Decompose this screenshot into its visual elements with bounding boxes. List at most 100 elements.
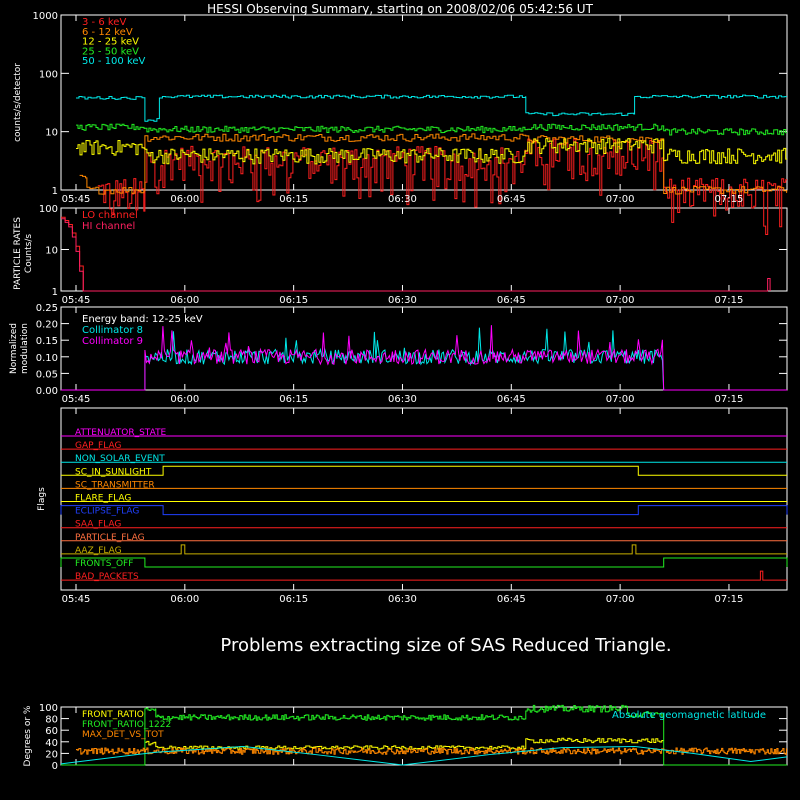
series-line xyxy=(76,123,787,136)
x-tick-label: 07:00 xyxy=(606,295,635,306)
series-line xyxy=(76,94,787,122)
x-tick-label: 06:00 xyxy=(170,594,199,605)
series-line xyxy=(61,327,787,391)
flag-line xyxy=(61,465,787,476)
y-tick-label: 60 xyxy=(45,726,58,737)
y-tick-label: 80 xyxy=(45,715,58,726)
x-tick-label: 07:15 xyxy=(715,194,744,205)
x-tick-label: 05:45 xyxy=(62,394,91,405)
panel-frame-5 xyxy=(60,706,788,766)
y-tick-label: 0.10 xyxy=(36,353,58,364)
panel-frame-2 xyxy=(60,207,788,292)
y-axis-label: Degrees or % xyxy=(23,705,33,766)
x-tick-label: 06:15 xyxy=(279,594,308,605)
y-tick-label: 1 xyxy=(52,287,58,298)
series-line xyxy=(61,704,787,766)
y-tick-label: 0.00 xyxy=(36,386,58,397)
panel-frame-4 xyxy=(60,407,788,591)
x-tick-label: 06:45 xyxy=(497,295,526,306)
y-axis-label: modulation xyxy=(20,323,30,374)
flag-label: GAP_FLAG xyxy=(75,441,121,451)
legend-entry: 6 - 12 keV xyxy=(82,27,133,38)
x-tick-label: 05:45 xyxy=(62,594,91,605)
y-tick-label: 0.05 xyxy=(36,369,58,380)
legend-entry: Collimator 8 xyxy=(82,325,143,336)
flag-label: ATTENUATOR_STATE xyxy=(75,428,167,438)
x-tick-label: 06:15 xyxy=(279,394,308,405)
legend-entry: 50 - 100 keV xyxy=(82,56,146,67)
plot-labels: 05:45 06:00 06:15 06:30 06:45 07:00 07:1511010… xyxy=(9,11,766,772)
y-axis-label: Normalized xyxy=(9,323,19,374)
y-axis-label: PARTICLE RATES xyxy=(13,217,23,290)
flag-line xyxy=(61,544,787,555)
x-tick-label: 06:30 xyxy=(388,594,417,605)
flag-line xyxy=(60,505,788,516)
legend-entry: Collimator 9 xyxy=(82,336,143,347)
legend-entry: HI channel xyxy=(82,221,135,232)
legend-entry: LO channel xyxy=(82,210,138,221)
x-tick-label: 06:45 xyxy=(497,394,526,405)
legend-entry: 25 - 50 keV xyxy=(82,46,139,57)
x-tick-label: 07:00 xyxy=(606,594,635,605)
y-tick-label: 0.25 xyxy=(36,303,58,314)
series-line xyxy=(76,747,787,755)
x-tick-label: 07:15 xyxy=(715,295,744,306)
y-tick-label: 0 xyxy=(52,761,58,772)
x-tick-label: 05:45 xyxy=(62,194,91,205)
panel-annotation: Absolute geomagnetic latitude xyxy=(612,710,766,721)
x-tick-label: 06:15 xyxy=(279,194,308,205)
y-tick-label: 100 xyxy=(39,204,58,215)
legend-entry: FRONT_RATIO xyxy=(82,710,144,720)
panel-annotation: Energy band: 12-25 keV xyxy=(82,314,203,325)
y-axis-label: counts/s/detector xyxy=(13,63,23,142)
y-tick-label: 20 xyxy=(45,749,58,760)
legend-entry: MAX_DET_VS_TOT xyxy=(82,730,164,740)
flag-label: ECLIPSE_FLAG xyxy=(75,507,139,517)
series-line xyxy=(60,745,788,766)
x-tick-label: 06:45 xyxy=(497,194,526,205)
panel-frame-3 xyxy=(60,306,788,391)
flag-line xyxy=(61,570,787,581)
y-tick-label: 100 xyxy=(39,69,58,80)
x-tick-label: 06:00 xyxy=(170,394,199,405)
y-tick-label: 10 xyxy=(45,128,58,139)
y-tick-label: 40 xyxy=(45,738,58,749)
series-line xyxy=(61,325,787,391)
x-tick-label: 07:15 xyxy=(715,394,744,405)
flag-label: BAD_PACKETS xyxy=(75,572,139,582)
plot-data xyxy=(60,94,788,766)
y-tick-label: 0.15 xyxy=(36,336,58,347)
series-line xyxy=(61,218,771,292)
flag-line xyxy=(60,557,788,568)
y-tick-label: 100 xyxy=(39,703,58,714)
flag-label: SC_IN_SUNLIGHT xyxy=(75,467,152,477)
y-tick-label: 1000 xyxy=(33,11,58,22)
flag-label: SC_TRANSMITTER xyxy=(75,480,155,490)
y-tick-label: 10 xyxy=(45,246,58,257)
x-tick-label: 06:30 xyxy=(388,394,417,405)
series-line xyxy=(79,133,788,195)
x-tick-label: 07:00 xyxy=(606,394,635,405)
y-axis-label: Counts/s xyxy=(24,234,34,273)
x-tick-label: 06:15 xyxy=(279,295,308,306)
flag-label: AAZ_FLAG xyxy=(75,546,122,556)
legend-entry: 3 - 6 keV xyxy=(82,17,126,28)
flag-label: NON_SOLAR_EVENT xyxy=(75,454,165,464)
y-tick-label: 1 xyxy=(52,186,58,197)
x-tick-label: 07:15 xyxy=(715,594,744,605)
flag-label: FLARE_FLAG xyxy=(75,494,131,504)
x-tick-label: 06:30 xyxy=(388,295,417,306)
panel-frame-1 xyxy=(60,14,788,191)
x-tick-label: 06:00 xyxy=(170,295,199,306)
status-message: Problems extracting size of SAS Reduced … xyxy=(220,635,671,656)
legend-entry: 12 - 25 keV xyxy=(82,37,139,48)
y-tick-label: 0.20 xyxy=(36,320,58,331)
x-tick-label: 06:30 xyxy=(388,194,417,205)
flag-label: PARTICLE_FLAG xyxy=(75,533,145,543)
flag-label: SAA_FLAG xyxy=(75,520,121,530)
series-line xyxy=(76,137,787,165)
figure-title: HESSI Observing Summary, starting on 200… xyxy=(207,2,593,16)
legend-entry: FRONT_RATIO_1222 xyxy=(82,720,171,730)
flag-label: FRONTS_OFF xyxy=(75,559,133,569)
